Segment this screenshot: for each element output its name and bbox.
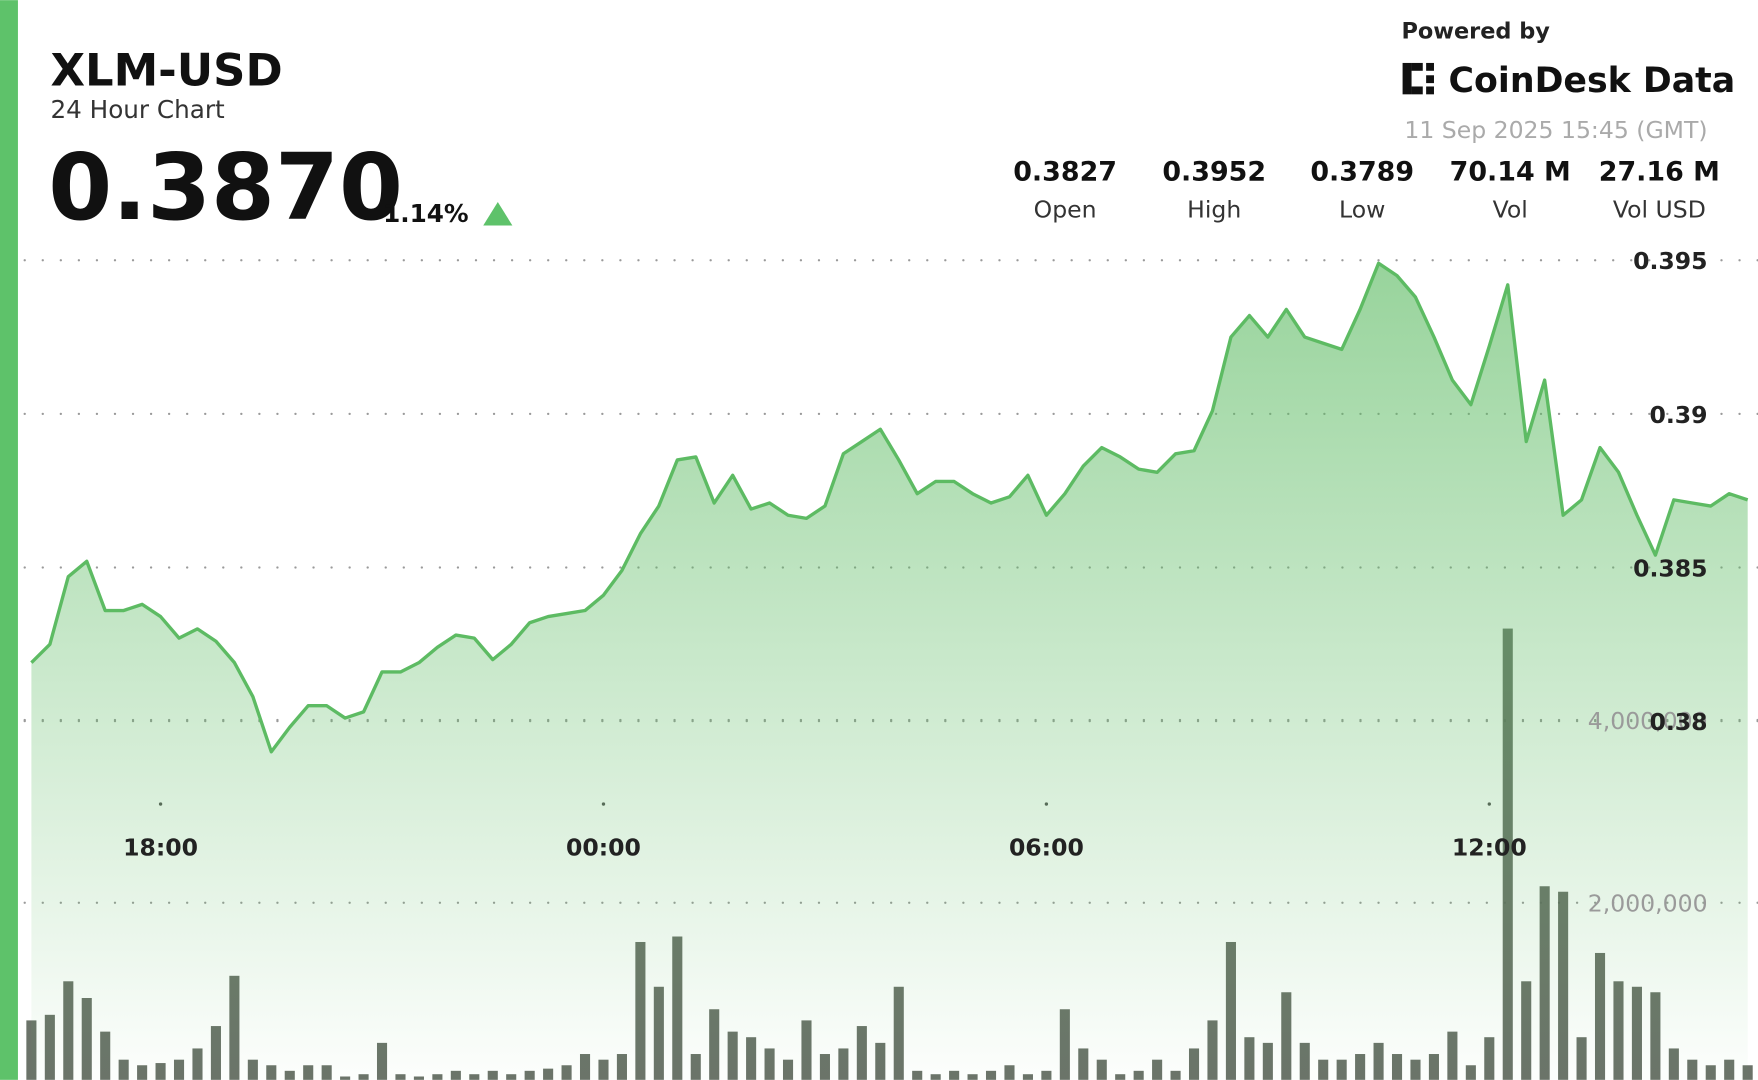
y2-tick-label: 2,000,000 [1588,890,1708,918]
powered-by: Powered by [1401,18,1550,44]
price-area [30,261,1749,1080]
stat-value: 27.16 M [1599,157,1720,188]
stat-label: Open [1034,196,1097,224]
stats: 0.3827 Open 0.3952 High 0.3789 Low 70.14 M Vol 2… [1013,157,1720,224]
stat-value: 0.3789 [1310,157,1414,188]
price-area-fill [31,263,1748,1080]
change: 1.14% [383,199,469,228]
subtitle: 24 Hour Chart [50,95,225,124]
brand-logo [1402,62,1434,95]
up-arrow [483,201,513,226]
header: XLM-USD 24 Hour Chart 0.3870 1.14% Power… [48,18,1735,241]
stat-label: Low [1339,196,1385,224]
stat-value: 0.3952 [1162,157,1266,188]
x-tick-label: 12:00 [1452,834,1527,862]
y2-tick-label: 4,000,000 [1588,707,1708,735]
brand: CoinDesk Data [1449,61,1736,101]
stat-value: 70.14 M [1450,157,1571,188]
stat-label: Vol [1493,196,1528,224]
y-tick-label: 0.39 [1649,401,1707,429]
title: XLM-USD [50,43,282,96]
x-tick-label: 00:00 [566,834,641,862]
price: 0.3870 [48,134,403,241]
stat-label: Vol USD [1613,196,1706,224]
y-tick-label: 0.395 [1633,247,1707,275]
price-line [30,261,1749,754]
accent-bar [0,0,18,1080]
x-tick-label: 06:00 [1009,834,1084,862]
stat-value: 0.3827 [1013,157,1117,188]
x-tick-label: 18:00 [123,834,198,862]
timestamp: 11 Sep 2025 15:45 (GMT) [1404,116,1707,144]
y-tick-label: 0.385 [1633,554,1707,582]
stat-label: High [1187,196,1241,224]
y-tick-label: 0.38 [1649,708,1707,736]
